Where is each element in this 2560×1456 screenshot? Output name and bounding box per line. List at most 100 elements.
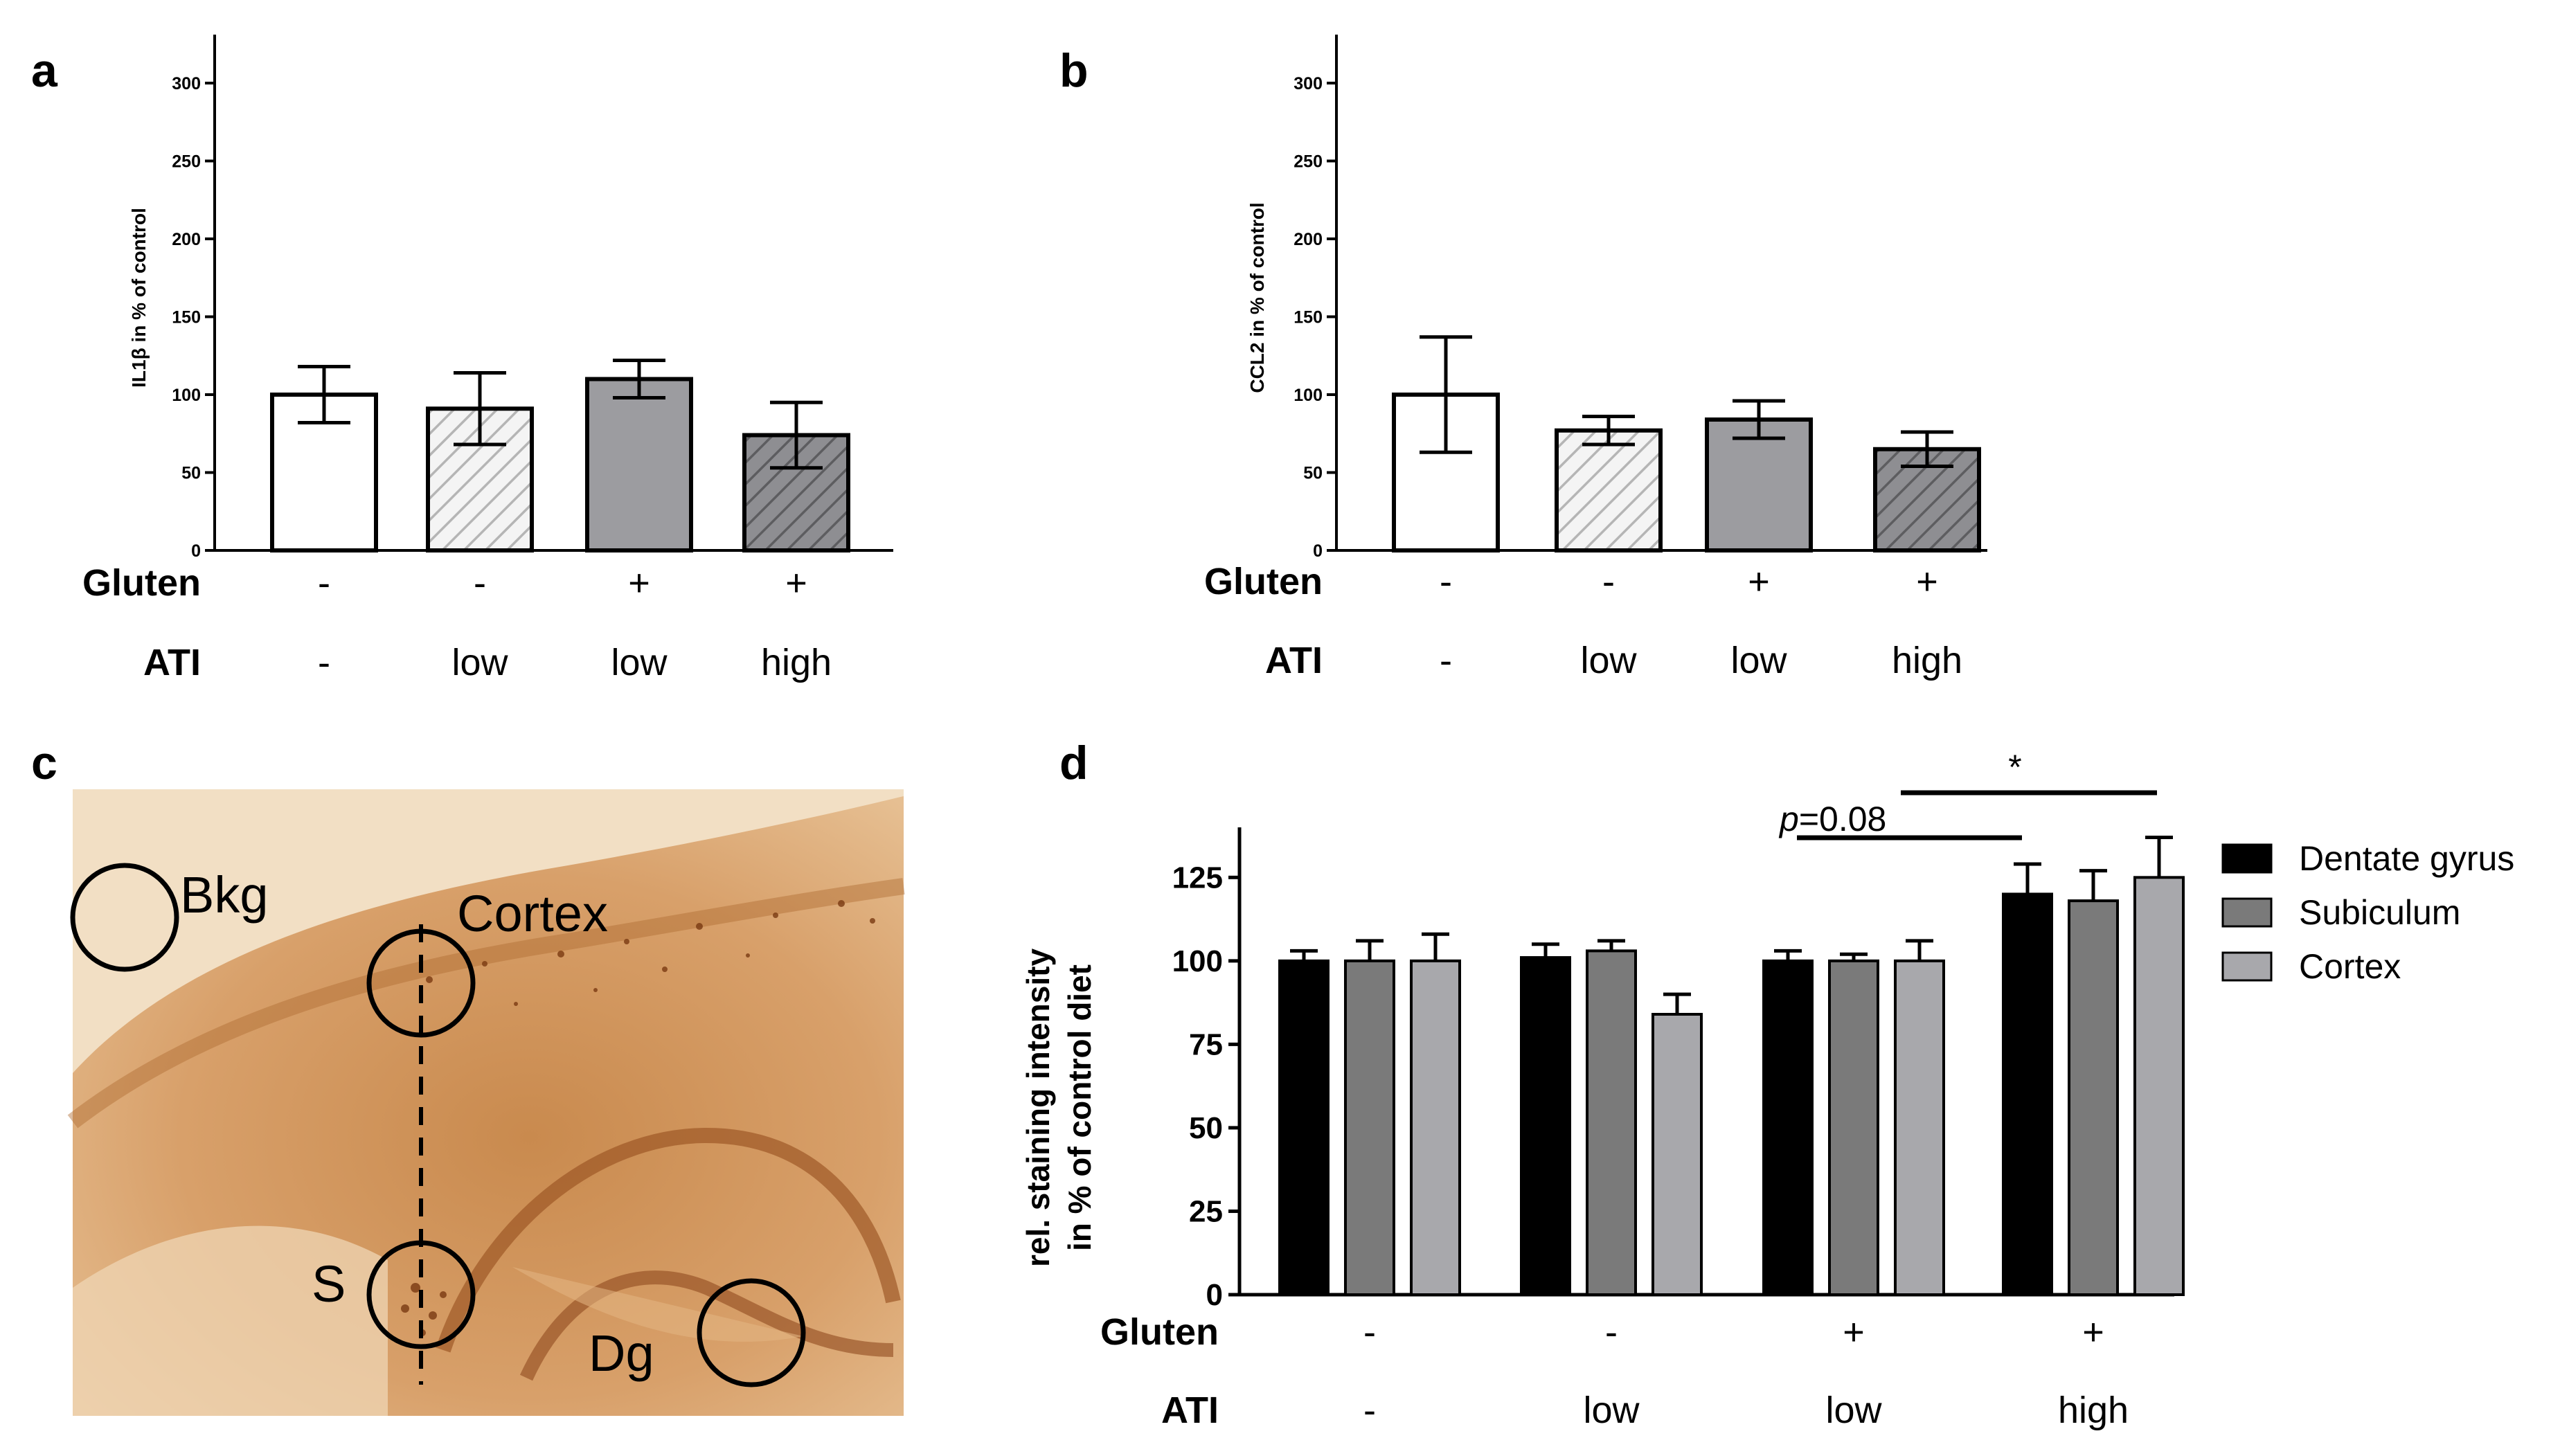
y-axis-label: IL1β in % of control xyxy=(128,208,150,388)
y-tick-label: 300 xyxy=(172,74,201,93)
y-tick-label: 200 xyxy=(1294,230,1323,249)
table-cell: - xyxy=(1440,561,1452,602)
roi-circle-background xyxy=(70,863,179,972)
panel-label-d: d xyxy=(1059,737,1089,789)
y-tick-label: 150 xyxy=(1294,308,1323,327)
micrograph-label-bkg: Bkg xyxy=(180,866,269,924)
annotation-p-rest: =0.08 xyxy=(1799,800,1887,838)
table-cell: - xyxy=(318,642,330,683)
y-tick-label: 100 xyxy=(1172,944,1223,978)
chart-panel-d: rel. staining intensity in % of control … xyxy=(1020,748,2514,1431)
bar-cortex xyxy=(1894,959,1945,1297)
y-tick-label: 50 xyxy=(1189,1111,1223,1145)
bar-cortex xyxy=(1652,1013,1703,1296)
bar xyxy=(1555,428,1663,552)
dentate-gyrus-layer xyxy=(519,1270,894,1381)
row-label-gluten: Gluten xyxy=(1100,1311,1219,1353)
table-cell: - xyxy=(474,562,486,604)
bar-dentate-gyrus xyxy=(1278,959,1330,1297)
row-label-ati: ATI xyxy=(143,642,201,683)
annotation-p-value: p=0.08 xyxy=(1778,800,1886,838)
table-cell: + xyxy=(628,562,650,604)
bar-dentate-gyrus xyxy=(1762,959,1814,1297)
y-tick-label: 0 xyxy=(1206,1278,1223,1312)
y-axis-label: CCL2 in % of control xyxy=(1246,202,1268,393)
cortex-layer xyxy=(67,878,905,1129)
annotation-significance: * xyxy=(2008,748,2021,787)
y-tick-label: 200 xyxy=(172,230,201,249)
table-cell: - xyxy=(1602,561,1615,602)
hippocampus-layer xyxy=(436,1127,901,1353)
y-tick-label: 0 xyxy=(191,541,201,561)
bar-subiculum xyxy=(2068,899,2119,1296)
y-tick-label: 75 xyxy=(1189,1027,1223,1061)
bar-subiculum xyxy=(1586,949,1637,1296)
hippocampus-body xyxy=(512,1267,803,1342)
table-cell: + xyxy=(2082,1311,2104,1353)
bar-dentate-gyrus xyxy=(2002,892,2053,1296)
table-cell: low xyxy=(1583,1390,1640,1431)
bar-dentate-gyrus xyxy=(1520,956,1571,1297)
row-label-gluten: Gluten xyxy=(1204,561,1323,602)
y-tick-label: 250 xyxy=(1294,152,1323,172)
legend-swatch xyxy=(2221,951,2273,982)
bar-subiculum xyxy=(1344,959,1395,1297)
table-cell: - xyxy=(1363,1390,1376,1431)
row-label-gluten: Gluten xyxy=(82,562,201,604)
legend-label: Cortex xyxy=(2299,947,2401,986)
y-tick-label: 50 xyxy=(181,464,201,483)
bar xyxy=(585,377,693,552)
micrograph-panel: Bkg Cortex S Dg xyxy=(67,789,905,1416)
panel-label-a: a xyxy=(31,44,58,97)
chart-panel-b: CCL2 in % of control 0 50 100 150 200 250 300 G… xyxy=(1204,35,1987,681)
y-tick-label: 50 xyxy=(1303,464,1323,483)
table-cell: low xyxy=(1825,1390,1882,1431)
bar-cortex xyxy=(1410,959,1461,1297)
row-label-ati: ATI xyxy=(1161,1390,1219,1431)
table-cell: + xyxy=(1916,561,1938,602)
table-cell: - xyxy=(1363,1311,1376,1353)
chart-panel-a: IL1β in % of control 0 50 100 150 200 250 300 G… xyxy=(82,35,893,683)
y-tick-label: 300 xyxy=(1294,74,1323,93)
table-cell: - xyxy=(318,562,330,604)
table-cell: - xyxy=(1605,1311,1618,1353)
bar-cortex xyxy=(2133,876,2185,1296)
roi-circle-subiculum xyxy=(366,1240,476,1349)
micrograph-label-cortex: Cortex xyxy=(457,885,608,942)
micrograph-label-s: S xyxy=(312,1255,346,1313)
roi-circle-dentate-gyrus xyxy=(697,1278,806,1387)
white-matter xyxy=(73,1225,388,1416)
y-tick-label: 150 xyxy=(172,308,201,327)
row-label-ati: ATI xyxy=(1265,640,1323,681)
table-cell: low xyxy=(1580,640,1637,681)
stained-cells xyxy=(401,900,875,1336)
y-tick-label: 125 xyxy=(1172,861,1223,895)
table-cell: low xyxy=(611,642,668,683)
y-tick-label: 100 xyxy=(1294,386,1323,405)
y-axis-label-line1: rel. staining intensity xyxy=(1020,949,1056,1268)
panel-label-c: c xyxy=(31,737,57,789)
bar xyxy=(1705,417,1813,552)
table-cell: high xyxy=(1892,640,1962,681)
table-cell: low xyxy=(451,642,508,683)
annotation-p-italic: p xyxy=(1778,800,1799,838)
table-cell: high xyxy=(761,642,832,683)
table-cell: + xyxy=(1748,561,1770,602)
y-tick-label: 25 xyxy=(1189,1194,1223,1228)
y-tick-label: 0 xyxy=(1313,541,1323,561)
legend-label: Dentate gyrus xyxy=(2299,839,2514,878)
table-cell: + xyxy=(1843,1311,1865,1353)
roi-circle-cortex xyxy=(366,928,476,1038)
table-cell: + xyxy=(785,562,807,604)
y-tick-label: 250 xyxy=(172,152,201,172)
table-cell: high xyxy=(2058,1390,2129,1431)
bar-subiculum xyxy=(1828,959,1879,1297)
y-tick-label: 100 xyxy=(172,386,201,405)
legend-swatch xyxy=(2221,843,2273,874)
micrograph-label-dg: Dg xyxy=(589,1324,654,1382)
table-cell: - xyxy=(1440,640,1452,681)
table-cell: low xyxy=(1730,640,1787,681)
legend-swatch xyxy=(2221,897,2273,928)
panel-label-b: b xyxy=(1059,44,1089,97)
